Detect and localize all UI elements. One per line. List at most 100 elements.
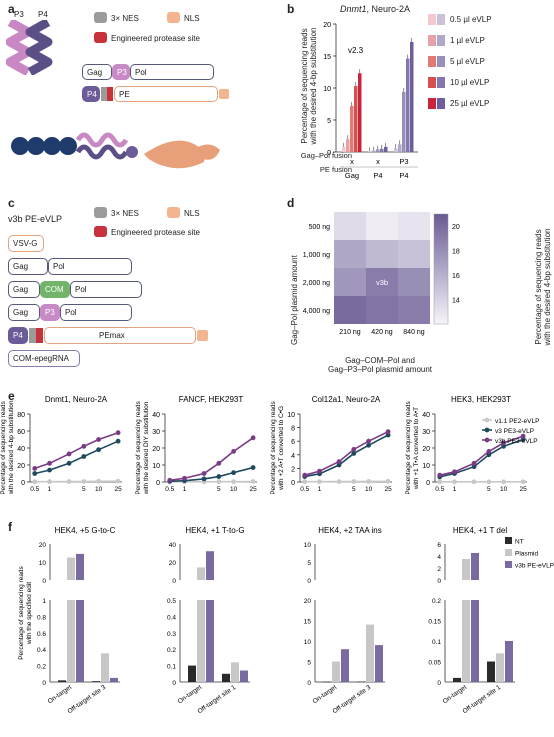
b-legend-label: 25 µl eVLP: [450, 98, 490, 108]
b-legend-item: 25 µl eVLP: [428, 96, 489, 110]
e-series-line: [34, 480, 119, 483]
f-top-ytick-label: 0: [172, 578, 176, 585]
e-ylabel: Percentage of sequencing readswith the d…: [0, 400, 15, 494]
e-point: [317, 468, 322, 474]
e-point: [231, 479, 236, 485]
e-series-line: [34, 440, 119, 475]
e-xtick-label: 5: [82, 486, 86, 493]
e-ylabel-line: with the desired DIY substitution: [143, 401, 150, 494]
e-ytick-label: 40: [17, 446, 25, 453]
d-heat-cell: [334, 212, 366, 240]
chart-d: 500 ng 1,000 ng 2,000 ng 4,000 ng 210 ng 420 …: [303, 212, 460, 336]
e-ylabel-line: with +2 A•T converted to C•G: [278, 406, 285, 491]
e-xtick-label: 5: [217, 486, 221, 493]
e-point: [501, 443, 506, 449]
e-point: [32, 471, 38, 476]
e-point: [216, 479, 222, 485]
e-ytick-label: 40: [422, 412, 430, 419]
e-point: [366, 479, 371, 484]
d-y-tick-label: 1,000 ng: [303, 252, 330, 259]
e-point: [471, 460, 477, 466]
e-point: [501, 479, 506, 485]
b-legend-label: 10 µl eVLP: [450, 77, 490, 87]
e-point: [452, 469, 457, 475]
d-heat-cell: [398, 212, 430, 240]
f-bottom-ytick-label: 0.1: [167, 664, 176, 671]
e-ytick-label: 6: [291, 439, 295, 446]
c-p4-box: P4: [8, 327, 28, 344]
f-bottom-ytick-label: 0.3: [167, 631, 176, 638]
e-xlabel: eVLP dose (µl): [456, 493, 506, 494]
d-colorbar-tick: 20: [452, 224, 460, 231]
e-series-line: [439, 435, 524, 476]
f-bar: [341, 649, 349, 682]
protease-site-swatch: [94, 32, 107, 43]
f-bar: [496, 653, 504, 682]
c-com-box: COM: [40, 281, 70, 298]
e-title: HEK3, HEK293T: [451, 395, 511, 404]
e-series-line: [169, 437, 254, 482]
panel-d-letter: d: [287, 196, 295, 210]
e-point: [96, 437, 101, 442]
a-legend-nes: 3× NES: [111, 14, 139, 23]
f-bar-upper-segment: [76, 553, 84, 580]
b-legend-label: 1 µl eVLP: [450, 35, 485, 45]
e-legend-marker: [484, 417, 490, 423]
e-ytick-label: 10: [422, 463, 430, 470]
panel-f-letter: f: [8, 520, 12, 534]
f-category-label: Off-target site 3: [67, 684, 108, 716]
d-heat-cell: [366, 240, 398, 268]
f-legend-label: v3b PE-eVLP: [515, 563, 554, 570]
d-colorbar-tick: 14: [452, 298, 460, 305]
c-legend-protease: Engineered protease site: [111, 228, 200, 237]
e-ytick-label: 30: [152, 429, 160, 436]
f-bar: [231, 662, 239, 682]
e-ytick-label: 20: [422, 446, 430, 453]
c-row3-gag: Gag: [8, 304, 40, 321]
e-xtick-label: 10: [230, 486, 238, 493]
b-annotation: v2.3: [348, 46, 364, 55]
f-bar-upper-segment: [462, 559, 470, 580]
f-title: HEK4, +5 G-to-C: [55, 526, 116, 535]
b-legend-item: 5 µl eVLP: [428, 54, 485, 68]
a-pe-box: PE: [114, 86, 218, 102]
d-x-tick-label: 210 ng: [339, 329, 361, 336]
e-xtick-label: 0.5: [300, 486, 309, 493]
b-bar: [402, 91, 406, 152]
c-nls-block: [197, 330, 208, 341]
e-ytick-label: 4: [291, 453, 295, 460]
f-bar: [240, 670, 248, 682]
coiled-coil-icon: [6, 20, 53, 75]
e-point: [115, 438, 121, 444]
e-point: [32, 479, 38, 485]
e-title: Col12a1, Neuro-2A: [312, 395, 381, 404]
d-heat-cell: [366, 268, 398, 296]
c-p3-box: P3: [40, 304, 60, 321]
e-xtick-label: 1: [453, 486, 457, 493]
f-bar-lower-segment: [471, 600, 479, 682]
f-top-ytick-label: 0: [307, 578, 311, 585]
e-legend-label: v1.1 PE2-eVLP: [495, 418, 539, 425]
e-point: [385, 478, 391, 484]
f-top-ytick-label: 2: [437, 566, 441, 573]
b-legend: 0.5 µl eVLP 1 µl eVLP 5 µl eVLP 10 µl eVLP 2…: [428, 12, 548, 132]
f-bottom-ytick-label: 0: [307, 680, 311, 687]
d-x-tick-label: 840 ng: [403, 329, 425, 336]
f-legend-swatch: [505, 561, 512, 568]
f-top-ytick-label: 10: [304, 542, 312, 549]
f-bottom-ytick-label: 5: [307, 660, 311, 667]
e-point: [231, 449, 236, 454]
f-category-label: Off-target site 1: [462, 684, 503, 716]
b-group-label: P4: [399, 171, 408, 180]
f-ylabel-line: with the specified edit: [26, 582, 33, 645]
c-protease-swatch: [94, 226, 107, 237]
f-top-ytick-label: 0: [42, 578, 46, 585]
e-point: [520, 479, 526, 485]
f-bottom-ytick-label: 0.4: [37, 647, 46, 654]
c-nes-block: [29, 328, 36, 343]
e-point: [96, 478, 101, 484]
f-bottom-ytick-label: 0.5: [167, 598, 176, 605]
d-colorbar-label: Percentage of sequencing reads with the …: [534, 228, 552, 346]
e-point: [32, 466, 38, 471]
